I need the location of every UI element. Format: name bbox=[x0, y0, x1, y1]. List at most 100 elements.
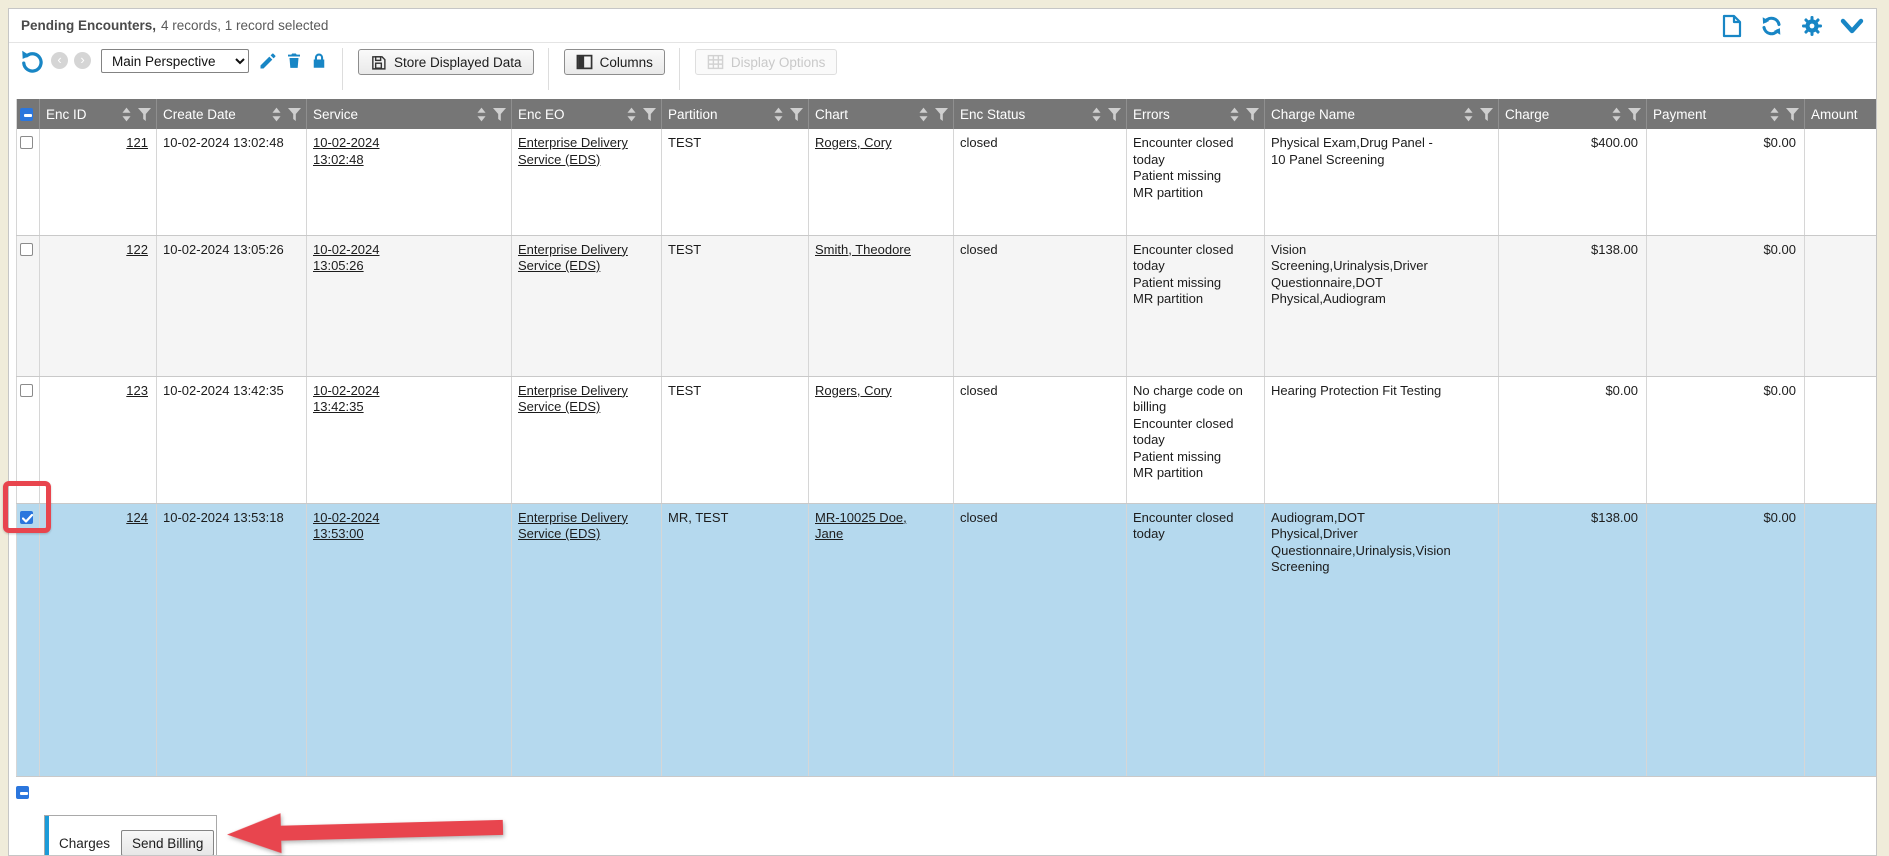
edit-icon[interactable] bbox=[258, 51, 278, 71]
filter-icon[interactable] bbox=[1480, 107, 1493, 121]
service-link[interactable]: 10-02-2024 13:53:00 bbox=[313, 509, 380, 542]
col-header-errors[interactable]: Errors bbox=[1126, 99, 1265, 129]
col-header-payment[interactable]: Payment bbox=[1646, 99, 1805, 129]
amount-cell bbox=[1804, 503, 1876, 777]
lock-icon[interactable] bbox=[310, 51, 328, 71]
sort-icon[interactable] bbox=[271, 107, 282, 122]
col-header-service[interactable]: Service bbox=[306, 99, 512, 129]
col-header-chart[interactable]: Chart bbox=[808, 99, 954, 129]
col-header-enc-eo[interactable]: Enc EO bbox=[511, 99, 662, 129]
filter-icon[interactable] bbox=[288, 107, 301, 121]
sort-icon[interactable] bbox=[1769, 107, 1780, 122]
enc-eo-link[interactable]: Enterprise Delivery Service (EDS) bbox=[518, 241, 628, 274]
perspective-select[interactable]: Main Perspective bbox=[101, 49, 249, 73]
toolbar-separator bbox=[342, 48, 343, 90]
columns-button[interactable]: Columns bbox=[563, 49, 665, 75]
page-title: Pending Encounters, bbox=[21, 18, 157, 33]
table-row[interactable]: 122 10-02-2024 13:05:26 10-02-2024 13:05… bbox=[16, 235, 1876, 377]
service-link[interactable]: 10-02-2024 13:02:48 bbox=[313, 135, 380, 167]
chevron-down-icon[interactable] bbox=[1840, 16, 1864, 36]
col-header-enc-status[interactable]: Enc Status bbox=[953, 99, 1127, 129]
send-billing-button[interactable]: Send Billing bbox=[121, 830, 215, 855]
filter-icon[interactable] bbox=[1628, 107, 1641, 121]
col-header-enc-id[interactable]: Enc ID bbox=[39, 99, 157, 129]
enc-id-link[interactable]: 124 bbox=[126, 509, 148, 525]
delete-icon[interactable] bbox=[285, 51, 303, 71]
refresh-icon[interactable] bbox=[1759, 14, 1784, 38]
filter-icon[interactable] bbox=[138, 107, 151, 121]
enc-eo-link[interactable]: Enterprise Delivery Service (EDS) bbox=[518, 382, 628, 415]
sort-icon[interactable] bbox=[476, 107, 487, 122]
store-displayed-data-button[interactable]: Store Displayed Data bbox=[358, 49, 534, 75]
col-header-partition[interactable]: Partition bbox=[661, 99, 809, 129]
save-icon bbox=[372, 55, 386, 70]
select-all-checkbox[interactable] bbox=[20, 108, 33, 121]
table-header-row: Enc ID Create Date Service Enc EO Partit… bbox=[16, 99, 1876, 129]
filter-icon[interactable] bbox=[493, 107, 506, 121]
gear-icon[interactable] bbox=[1800, 14, 1824, 38]
filter-icon[interactable] bbox=[1108, 107, 1121, 121]
chart-link[interactable]: MR-10025 Doe, Jane bbox=[815, 509, 907, 542]
table-row[interactable]: 121 10-02-2024 13:02:48 10-02-2024 13:02… bbox=[16, 129, 1876, 236]
enc-id-link[interactable]: 121 bbox=[126, 135, 148, 150]
col-header-checkbox[interactable] bbox=[16, 99, 40, 129]
pending-encounters-panel: Pending Encounters, 4 records, 1 record … bbox=[8, 8, 1877, 856]
chart-link[interactable]: Rogers, Cory bbox=[815, 382, 892, 398]
table-row[interactable]: 123 10-02-2024 13:42:35 10-02-2024 13:42… bbox=[16, 376, 1876, 504]
payment-cell: $0.00 bbox=[1646, 503, 1805, 777]
new-document-icon[interactable] bbox=[1721, 14, 1743, 38]
enc-eo-link[interactable]: Enterprise Delivery Service (EDS) bbox=[518, 135, 628, 167]
back-icon: ‹ bbox=[51, 52, 68, 69]
enc-status-cell: closed bbox=[953, 376, 1127, 504]
sort-icon[interactable] bbox=[1229, 107, 1240, 122]
row-checkbox[interactable] bbox=[20, 136, 33, 149]
row-checkbox-checked[interactable] bbox=[20, 510, 33, 524]
footer-select-all-checkbox[interactable] bbox=[16, 786, 29, 799]
filter-icon[interactable] bbox=[1246, 107, 1259, 121]
row-checkbox[interactable] bbox=[20, 242, 33, 256]
col-header-charge[interactable]: Charge bbox=[1498, 99, 1647, 129]
tab-charges[interactable]: Charges bbox=[59, 835, 111, 851]
service-link[interactable]: 10-02-2024 13:42:35 bbox=[313, 382, 380, 415]
errors-cell: Encounter closed today bbox=[1126, 503, 1265, 777]
toolbar-separator bbox=[678, 48, 680, 90]
store-displayed-data-label: Store Displayed Data bbox=[394, 54, 522, 70]
sort-icon[interactable] bbox=[918, 107, 929, 122]
filter-icon[interactable] bbox=[643, 107, 656, 121]
partition-cell: MR, TEST bbox=[661, 503, 809, 777]
charges-tab-panel: Charges Send Billing bbox=[44, 815, 217, 855]
sort-icon[interactable] bbox=[121, 107, 132, 122]
sort-icon[interactable] bbox=[773, 107, 784, 122]
service-link[interactable]: 10-02-2024 13:05:26 bbox=[313, 241, 380, 274]
filter-icon[interactable] bbox=[790, 107, 803, 121]
filter-icon[interactable] bbox=[935, 107, 948, 121]
sort-icon[interactable] bbox=[626, 107, 637, 122]
chart-link[interactable]: Smith, Theodore bbox=[815, 241, 911, 257]
forward-icon: › bbox=[74, 52, 91, 69]
create-date-cell: 10-02-2024 13:42:35 bbox=[156, 376, 307, 504]
create-date-cell: 10-02-2024 13:53:18 bbox=[156, 503, 307, 777]
undo-icon[interactable] bbox=[19, 48, 45, 74]
chart-link[interactable]: Rogers, Cory bbox=[815, 135, 892, 150]
columns-icon bbox=[576, 54, 593, 70]
columns-label: Columns bbox=[599, 54, 653, 70]
col-header-create-date[interactable]: Create Date bbox=[156, 99, 307, 129]
pending-encounters-table: Enc ID Create Date Service Enc EO Partit… bbox=[16, 99, 1876, 777]
amount-cell bbox=[1804, 235, 1876, 377]
filter-icon[interactable] bbox=[1786, 107, 1799, 121]
sort-icon[interactable] bbox=[1463, 107, 1474, 122]
charge-cell: $0.00 bbox=[1498, 376, 1647, 504]
charge-cell: $400.00 bbox=[1498, 129, 1647, 236]
table-row-selected[interactable]: 124 10-02-2024 13:53:18 10-02-2024 13:53… bbox=[16, 503, 1876, 777]
charge-name-cell: Hearing Protection Fit Testing bbox=[1264, 376, 1499, 504]
col-header-amount[interactable]: Amount bbox=[1804, 99, 1876, 129]
sort-icon[interactable] bbox=[1611, 107, 1622, 122]
enc-id-link[interactable]: 122 bbox=[126, 241, 148, 257]
col-header-charge-name[interactable]: Charge Name bbox=[1264, 99, 1499, 129]
sort-icon[interactable] bbox=[1091, 107, 1102, 122]
display-options-label: Display Options bbox=[730, 54, 826, 70]
enc-id-link[interactable]: 123 bbox=[126, 382, 148, 398]
row-checkbox[interactable] bbox=[20, 383, 33, 397]
enc-eo-link[interactable]: Enterprise Delivery Service (EDS) bbox=[518, 509, 628, 542]
partition-cell: TEST bbox=[661, 376, 809, 504]
